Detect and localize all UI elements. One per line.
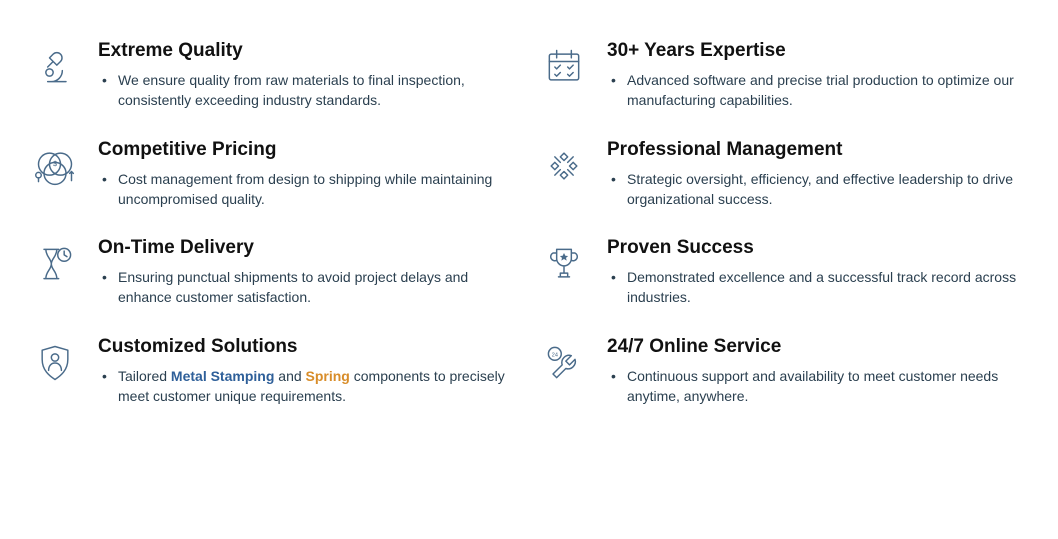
feature-title: On-Time Delivery [98,237,519,259]
feature-title: Professional Management [607,139,1028,161]
feature-content: 24/7 Online Service Continuous support a… [607,336,1028,407]
shield-icon [30,336,80,390]
feature-desc: Advanced software and precise trial prod… [611,70,1028,111]
feature-content: Professional Management Strategic oversi… [607,139,1028,210]
feature-list: Strategic oversight, efficiency, and eff… [607,169,1028,210]
feature-list: Advanced software and precise trial prod… [607,70,1028,111]
feature-years-expertise: 30+ Years Expertise Advanced software an… [539,40,1028,111]
feature-list: Tailored Metal Stamping and Spring compo… [98,366,519,407]
feature-extreme-quality: Extreme Quality We ensure quality from r… [30,40,519,111]
svg-text:24: 24 [552,352,558,358]
highlight-metal-stamping: Metal Stamping [171,368,274,384]
calendar-icon [539,40,589,94]
hands-icon [539,139,589,193]
feature-professional-management: Professional Management Strategic oversi… [539,139,1028,210]
feature-title: Customized Solutions [98,336,519,358]
feature-desc: Cost management from design to shipping … [102,169,519,210]
features-grid: Extreme Quality We ensure quality from r… [30,40,1028,406]
feature-desc: Strategic oversight, efficiency, and eff… [611,169,1028,210]
feature-title: Proven Success [607,237,1028,259]
feature-desc: We ensure quality from raw materials to … [102,70,519,111]
venn-icon: $ [30,139,80,193]
feature-competitive-pricing: $ Competitive Pricing Cost management fr… [30,139,519,210]
feature-content: On-Time Delivery Ensuring punctual shipm… [98,237,519,308]
highlight-spring: Spring [306,368,350,384]
feature-desc: Demonstrated excellence and a successful… [611,267,1028,308]
feature-list: Continuous support and availability to m… [607,366,1028,407]
feature-title: Extreme Quality [98,40,519,62]
feature-list: We ensure quality from raw materials to … [98,70,519,111]
svg-text:$: $ [53,159,57,168]
feature-online-service: 24 24/7 Online Service Continuous suppor… [539,336,1028,407]
feature-title: Competitive Pricing [98,139,519,161]
microscope-icon [30,40,80,94]
feature-customized-solutions: Customized Solutions Tailored Metal Stam… [30,336,519,407]
trophy-icon [539,237,589,291]
feature-desc: Ensuring punctual shipments to avoid pro… [102,267,519,308]
hourglass-icon [30,237,80,291]
feature-content: Competitive Pricing Cost management from… [98,139,519,210]
feature-content: Extreme Quality We ensure quality from r… [98,40,519,111]
feature-on-time-delivery: On-Time Delivery Ensuring punctual shipm… [30,237,519,308]
feature-desc: Continuous support and availability to m… [611,366,1028,407]
feature-list: Ensuring punctual shipments to avoid pro… [98,267,519,308]
feature-list: Cost management from design to shipping … [98,169,519,210]
feature-proven-success: Proven Success Demonstrated excellence a… [539,237,1028,308]
feature-title: 30+ Years Expertise [607,40,1028,62]
feature-content: Customized Solutions Tailored Metal Stam… [98,336,519,407]
feature-desc: Tailored Metal Stamping and Spring compo… [102,366,519,407]
feature-title: 24/7 Online Service [607,336,1028,358]
feature-content: 30+ Years Expertise Advanced software an… [607,40,1028,111]
feature-list: Demonstrated excellence and a successful… [607,267,1028,308]
feature-content: Proven Success Demonstrated excellence a… [607,237,1028,308]
wrench-icon: 24 [539,336,589,390]
